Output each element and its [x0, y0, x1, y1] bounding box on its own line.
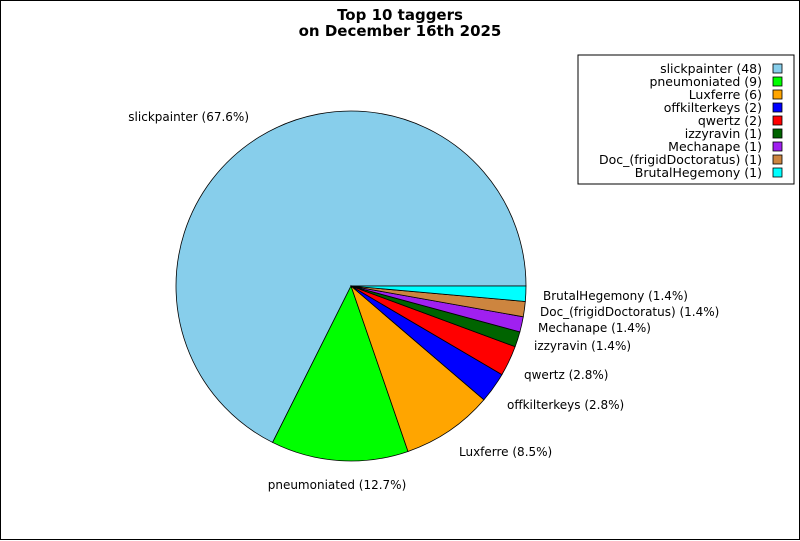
legend-swatch-brutalhegemony	[772, 167, 783, 178]
legend-swatch-mechanape	[772, 141, 783, 152]
legend-label-qwertz: qwertz (2)	[698, 113, 762, 128]
pie-slice-brutalhegemony	[350, 285, 527, 302]
pie-slice-pneumoniated	[272, 284, 409, 462]
pie-slices	[175, 110, 527, 462]
legend-swatch-luxferre	[772, 89, 783, 100]
legend-label-mechanape: Mechanape (1)	[668, 139, 762, 154]
legend-swatch-offkilterkeys	[772, 102, 783, 113]
legend-swatch-slickpainter	[772, 63, 783, 74]
slice-label-mechanape: Mechanape (1.4%)	[538, 321, 651, 335]
chart-title-line-1: Top 10 taggers	[337, 6, 463, 24]
slice-label-pneumoniated: pneumoniated (12.7%)	[268, 478, 407, 492]
legend-label-brutalhegemony: BrutalHegemony (1)	[635, 165, 762, 180]
legend-label-pneumoniated: pneumoniated (9)	[649, 74, 762, 89]
slice-label-slickpainter: slickpainter (67.6%)	[128, 110, 249, 124]
slice-label-offkilterkeys: offkilterkeys (2.8%)	[507, 398, 624, 412]
slice-label-izzyravin: izzyravin (1.4%)	[534, 339, 631, 353]
legend-swatch-doc-frigiddoctoratus	[772, 154, 783, 165]
legend-label-slickpainter: slickpainter (48)	[660, 61, 762, 76]
legend-label-luxferre: Luxferre (6)	[689, 87, 762, 102]
legend-label-offkilterkeys: offkilterkeys (2)	[664, 100, 762, 115]
legend-label-izzyravin: izzyravin (1)	[685, 126, 762, 141]
legend: slickpainter (48)pneumoniated (9)Luxferr…	[577, 54, 795, 185]
slice-label-qwertz: qwertz (2.8%)	[524, 368, 608, 382]
legend-swatch-pneumoniated	[772, 76, 783, 87]
pie-slice-luxferre	[350, 284, 485, 452]
legend-box	[577, 54, 795, 185]
slice-label-doc-frigiddoctoratus: Doc_(frigidDoctoratus) (1.4%)	[540, 305, 719, 319]
legend-swatch-izzyravin	[772, 128, 783, 139]
slice-label-brutalhegemony: BrutalHegemony (1.4%)	[543, 289, 688, 303]
chart-title-line-2: on December 16th 2025	[299, 22, 502, 40]
legend-swatch-qwertz	[772, 115, 783, 126]
pie-slice-labels: slickpainter (67.6%) pneumoniated (12.7%)…	[128, 110, 719, 492]
pie-slice-slickpainter	[175, 110, 527, 443]
slice-label-luxferre: Luxferre (8.5%)	[459, 445, 552, 459]
legend-label-doc-frigiddoctoratus: Doc_(frigidDoctoratus) (1)	[599, 152, 762, 167]
